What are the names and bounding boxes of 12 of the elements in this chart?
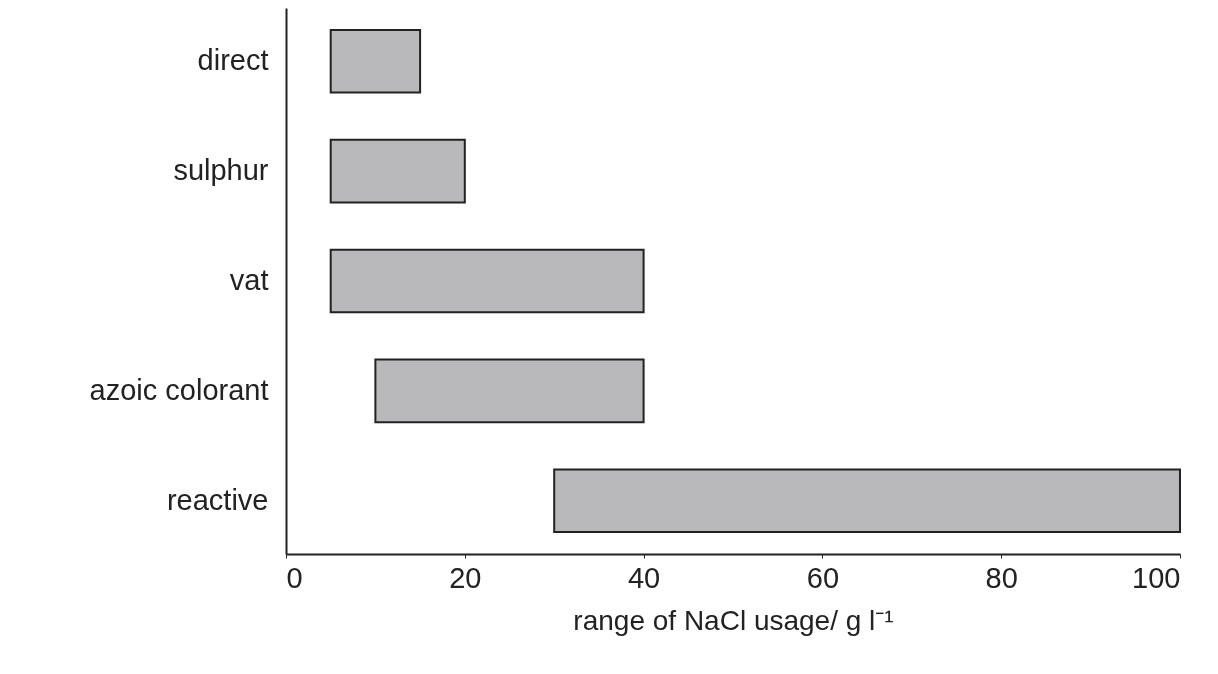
y-tick-label: azoic colorant bbox=[89, 373, 269, 406]
y-tick-label: direct bbox=[197, 44, 269, 77]
y-tick-label: reactive bbox=[166, 483, 269, 516]
x-tick-label: 60 bbox=[806, 561, 840, 594]
x-tick-label: 20 bbox=[449, 561, 482, 594]
x-tick-label: 0 bbox=[286, 561, 303, 594]
x-tick-label: 40 bbox=[627, 561, 661, 594]
x-axis-title: range of NaCl usage/ g l⁻¹ bbox=[573, 604, 894, 636]
x-tick-label: 100 bbox=[1132, 561, 1181, 594]
x-tick-label: 80 bbox=[985, 561, 1018, 594]
y-tick-label: vat bbox=[229, 264, 269, 296]
y-tick-label: sulphur bbox=[173, 154, 269, 187]
